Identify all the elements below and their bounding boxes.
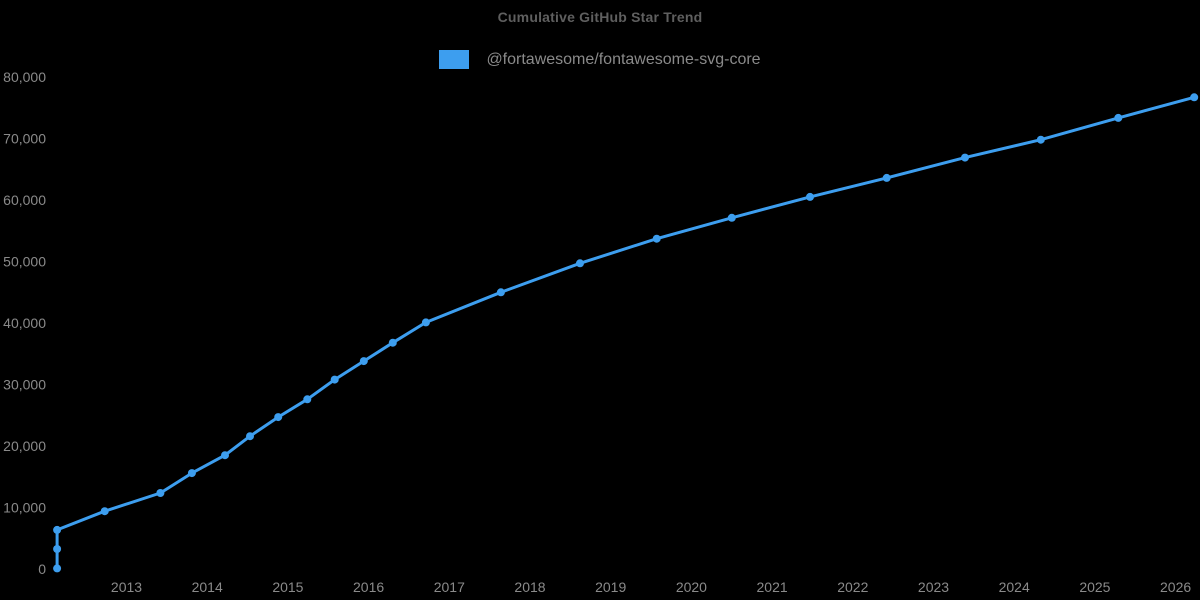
data-point-marker: [421, 318, 430, 327]
data-point-marker: [330, 375, 339, 384]
data-point-marker: [1036, 135, 1045, 144]
data-point-marker: [727, 213, 736, 222]
data-point-marker: [156, 489, 165, 497]
x-axis-tick-label: 2016: [353, 579, 384, 595]
x-axis-tick-label: 2015: [272, 579, 303, 595]
chart-title: Cumulative GitHub Star Trend: [497, 9, 703, 25]
x-axis-tick-label: 2013: [111, 579, 142, 595]
data-point-marker: [496, 288, 505, 297]
legend-swatch: [439, 50, 470, 69]
data-point-marker: [806, 192, 814, 201]
x-axis-tick-label: 2022: [837, 579, 868, 595]
x-axis-tick-label: 2025: [1079, 579, 1110, 595]
data-point-marker: [1114, 113, 1123, 122]
series-line: [55, 95, 1196, 570]
x-axis-tick-label: 2021: [757, 579, 788, 595]
data-point-marker: [53, 545, 62, 553]
x-axis-tick-label: 2020: [676, 579, 707, 595]
y-axis-tick-label: 40,000: [3, 315, 46, 331]
x-axis-tick-label: 2014: [192, 579, 223, 595]
x-axis-tick-label: 2023: [918, 579, 949, 595]
data-point-marker: [246, 432, 254, 441]
data-point-marker: [100, 507, 109, 516]
data-point-marker: [53, 564, 62, 573]
y-axis-tick-label: 10,000: [3, 500, 46, 516]
legend: @fortawesome/fontawesome-svg-core: [0, 50, 1200, 69]
y-axis-tick-label: 50,000: [3, 254, 46, 270]
x-axis-tick-label: 2019: [595, 579, 626, 595]
y-axis-tick-label: 70,000: [3, 131, 46, 147]
y-axis-tick-label: 20,000: [3, 438, 46, 454]
y-axis-tick-label: 30,000: [3, 377, 46, 393]
data-point-marker: [1190, 93, 1199, 102]
data-point-marker: [303, 395, 312, 404]
data-point-marker: [882, 173, 891, 182]
x-axis-tick-label: 2017: [434, 579, 465, 595]
data-point-marker: [53, 525, 62, 534]
x-axis-tick-label: 2026: [1160, 579, 1191, 595]
data-point-marker: [652, 234, 661, 243]
y-axis-tick-label: 0: [38, 561, 46, 577]
x-axis-tick-label: 2018: [514, 579, 545, 595]
data-point-marker: [221, 451, 229, 460]
y-axis-tick-label: 80,000: [3, 69, 46, 85]
x-axis-tick-label: 2024: [999, 579, 1030, 595]
legend-label: @fortawesome/fontawesome-svg-core: [486, 51, 761, 68]
data-point-marker: [961, 153, 969, 162]
data-point-marker: [187, 469, 196, 478]
data-point-marker: [274, 413, 283, 422]
data-point-marker: [388, 338, 397, 347]
y-axis-tick-label: 60,000: [3, 192, 46, 208]
data-point-marker: [576, 259, 584, 268]
data-point-marker: [359, 357, 368, 366]
